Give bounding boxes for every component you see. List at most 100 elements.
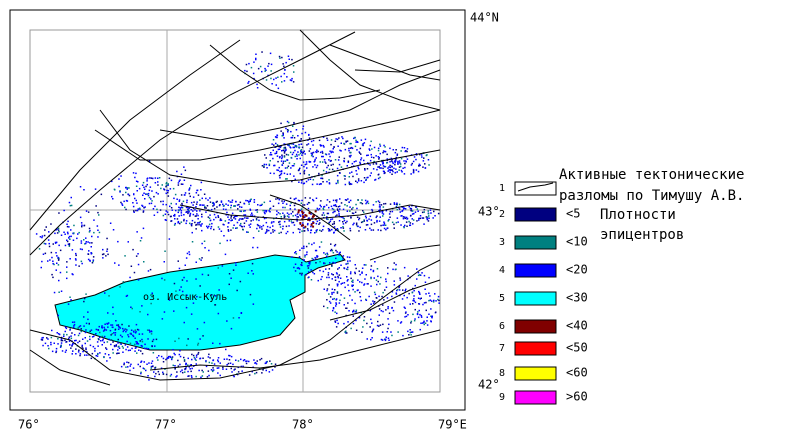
epicenter-dot (310, 225, 312, 228)
epicenter-dot (292, 215, 294, 217)
epicenter-dot (427, 210, 429, 212)
epicenter-dot (71, 321, 74, 323)
epicenter-dot (81, 224, 83, 226)
epicenter-dot (66, 239, 68, 241)
epicenter-dot (185, 362, 187, 365)
epicenter-dot (228, 359, 231, 361)
epicenter-dot (249, 293, 252, 296)
epicenter-dot (92, 260, 94, 263)
epicenter-dot (290, 136, 292, 139)
epicenter-dot (183, 218, 185, 221)
epicenter-dot (285, 153, 288, 156)
epicenter-dot (68, 201, 71, 204)
epicenter-dot (349, 142, 351, 145)
epicenter-dot (270, 154, 273, 156)
epicenter-dot (407, 314, 409, 316)
epicenter-dot (40, 266, 42, 269)
epicenter-dot (269, 207, 272, 210)
epicenter-dot (308, 242, 310, 245)
epicenter-dot (300, 149, 303, 151)
epicenter-dot (227, 226, 229, 228)
epicenter-dot (314, 218, 317, 221)
epicenter-dot (405, 288, 407, 291)
epicenter-dot (340, 227, 342, 229)
epicenter-dot (310, 223, 313, 226)
epicenter-dot (355, 319, 357, 322)
epicenter-dot (226, 239, 228, 242)
epicenter-dot (337, 209, 339, 211)
epicenter-dot (314, 210, 317, 213)
epicenter-dot (85, 348, 87, 351)
epicenter-dot (295, 197, 297, 200)
epicenter-dot (303, 247, 305, 249)
epicenter-dot (189, 215, 191, 217)
epicenter-dot (191, 223, 193, 225)
epicenter-dot (329, 155, 331, 158)
epicenter-dot (348, 289, 350, 292)
epicenter-dot (289, 147, 292, 149)
epicenter-dot (290, 130, 292, 133)
epicenter-dot (347, 321, 349, 323)
epicenter-dot (269, 360, 271, 362)
epicenter-dot (266, 228, 268, 231)
epicenter-dot (308, 137, 311, 139)
epicenter-dot (292, 134, 294, 137)
epicenter-dot (265, 79, 268, 81)
epicenter-dot (282, 228, 284, 230)
epicenter-dot (143, 361, 145, 363)
epicenter-dot (148, 329, 150, 331)
epicenter-dot (283, 216, 286, 219)
epicenter-dot (113, 344, 116, 347)
epicenter-dot (311, 154, 313, 156)
epicenter-dot (53, 263, 55, 266)
epicenter-dot (247, 272, 249, 274)
epicenter-dot (112, 313, 114, 315)
legend-label: <60 (566, 366, 588, 380)
epicenter-dot (266, 225, 269, 228)
epicenter-dot (222, 366, 224, 369)
epicenter-dot (295, 251, 297, 253)
epicenter-dot (359, 161, 361, 164)
epicenter-dot (55, 351, 57, 354)
epicenter-dot (66, 223, 68, 225)
epicenter-dot (389, 169, 392, 172)
epicenter-dot (288, 162, 291, 164)
epicenter-dot (318, 172, 320, 175)
epicenter-dot (151, 292, 153, 294)
epicenter-dot (424, 163, 426, 165)
epicenter-dot (201, 204, 204, 206)
epicenter-dot (201, 375, 204, 377)
epicenter-dot (289, 79, 292, 81)
epicenter-dot (395, 156, 398, 159)
epicenter-dot (299, 272, 301, 275)
epicenter-dot (238, 203, 240, 206)
epicenter-dot (334, 140, 337, 142)
epicenter-dot (370, 276, 372, 279)
epicenter-dot (298, 200, 301, 202)
epicenter-dot (282, 160, 285, 163)
epicenter-dot (256, 87, 259, 89)
epicenter-dot (418, 292, 421, 294)
epicenter-dot (253, 61, 255, 63)
epicenter-dot (293, 266, 295, 269)
epicenter-dot (360, 139, 363, 141)
legend-label: <10 (566, 235, 588, 249)
epicenter-dot (301, 210, 304, 213)
epicenter-dot (326, 216, 328, 218)
epicenter-dot (137, 208, 139, 210)
epicenter-dot (230, 229, 232, 231)
epicenter-dot (145, 369, 147, 372)
epicenter-dot (417, 271, 420, 274)
epicenter-dot (143, 368, 146, 370)
epicenter-dot (306, 253, 308, 256)
epicenter-dot (315, 249, 318, 252)
epicenter-dot (271, 369, 274, 371)
epicenter-dot (417, 210, 419, 212)
epicenter-dot (163, 188, 165, 190)
epicenter-dot (231, 201, 233, 203)
epicenter-dot (391, 291, 394, 293)
epicenter-dot (188, 192, 191, 195)
epicenter-dot (337, 145, 339, 147)
epicenter-dot (397, 162, 399, 165)
epicenter-dot (241, 226, 243, 228)
